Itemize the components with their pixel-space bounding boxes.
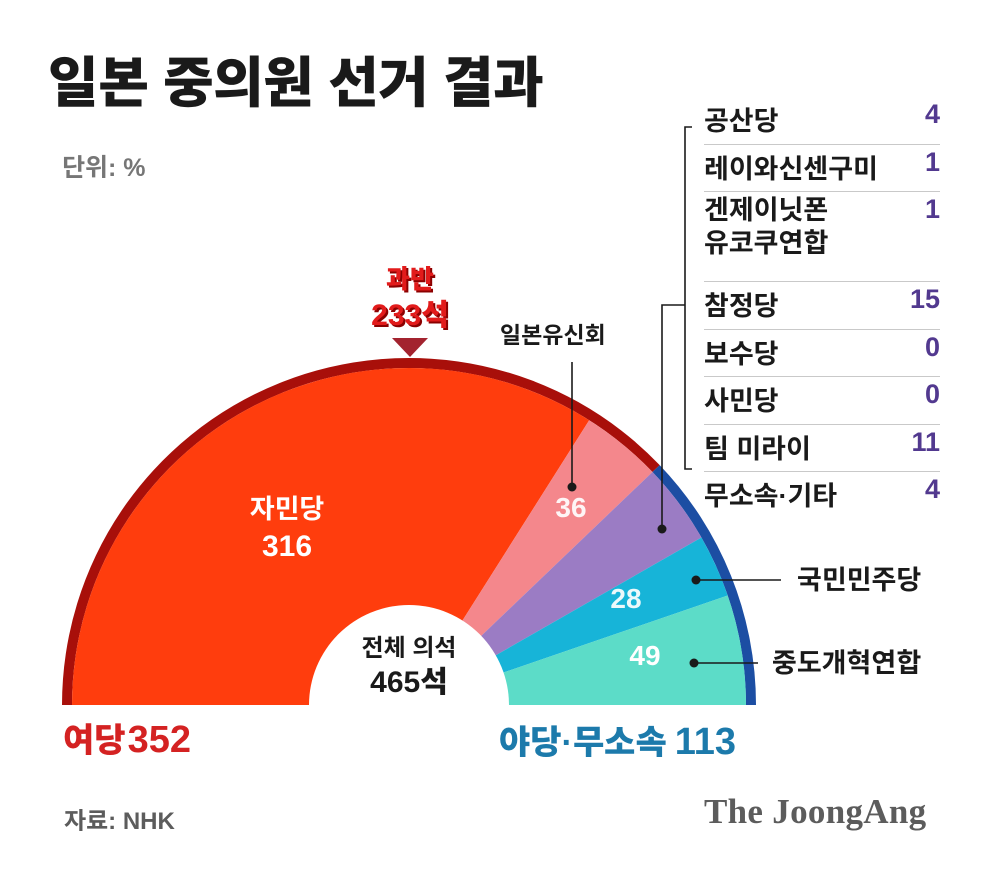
svg-text:49: 49 bbox=[629, 640, 660, 671]
svg-text:여당352: 여당352 bbox=[63, 719, 191, 761]
svg-text:233석: 233석 bbox=[371, 299, 449, 332]
svg-text:316: 316 bbox=[262, 530, 312, 563]
svg-text:28: 28 bbox=[610, 583, 641, 614]
svg-text:일본유신회: 일본유신회 bbox=[500, 322, 606, 348]
svg-text:중도개혁연합: 중도개혁연합 bbox=[772, 648, 921, 678]
svg-text:국민민주당: 국민민주당 bbox=[797, 565, 921, 595]
svg-text:465석: 465석 bbox=[370, 666, 448, 699]
svg-text:전체 의석: 전체 의석 bbox=[362, 635, 457, 662]
svg-text:자민당: 자민당 bbox=[250, 494, 325, 524]
svg-text:36: 36 bbox=[555, 492, 586, 523]
svg-text:과반: 과반 bbox=[386, 264, 434, 294]
